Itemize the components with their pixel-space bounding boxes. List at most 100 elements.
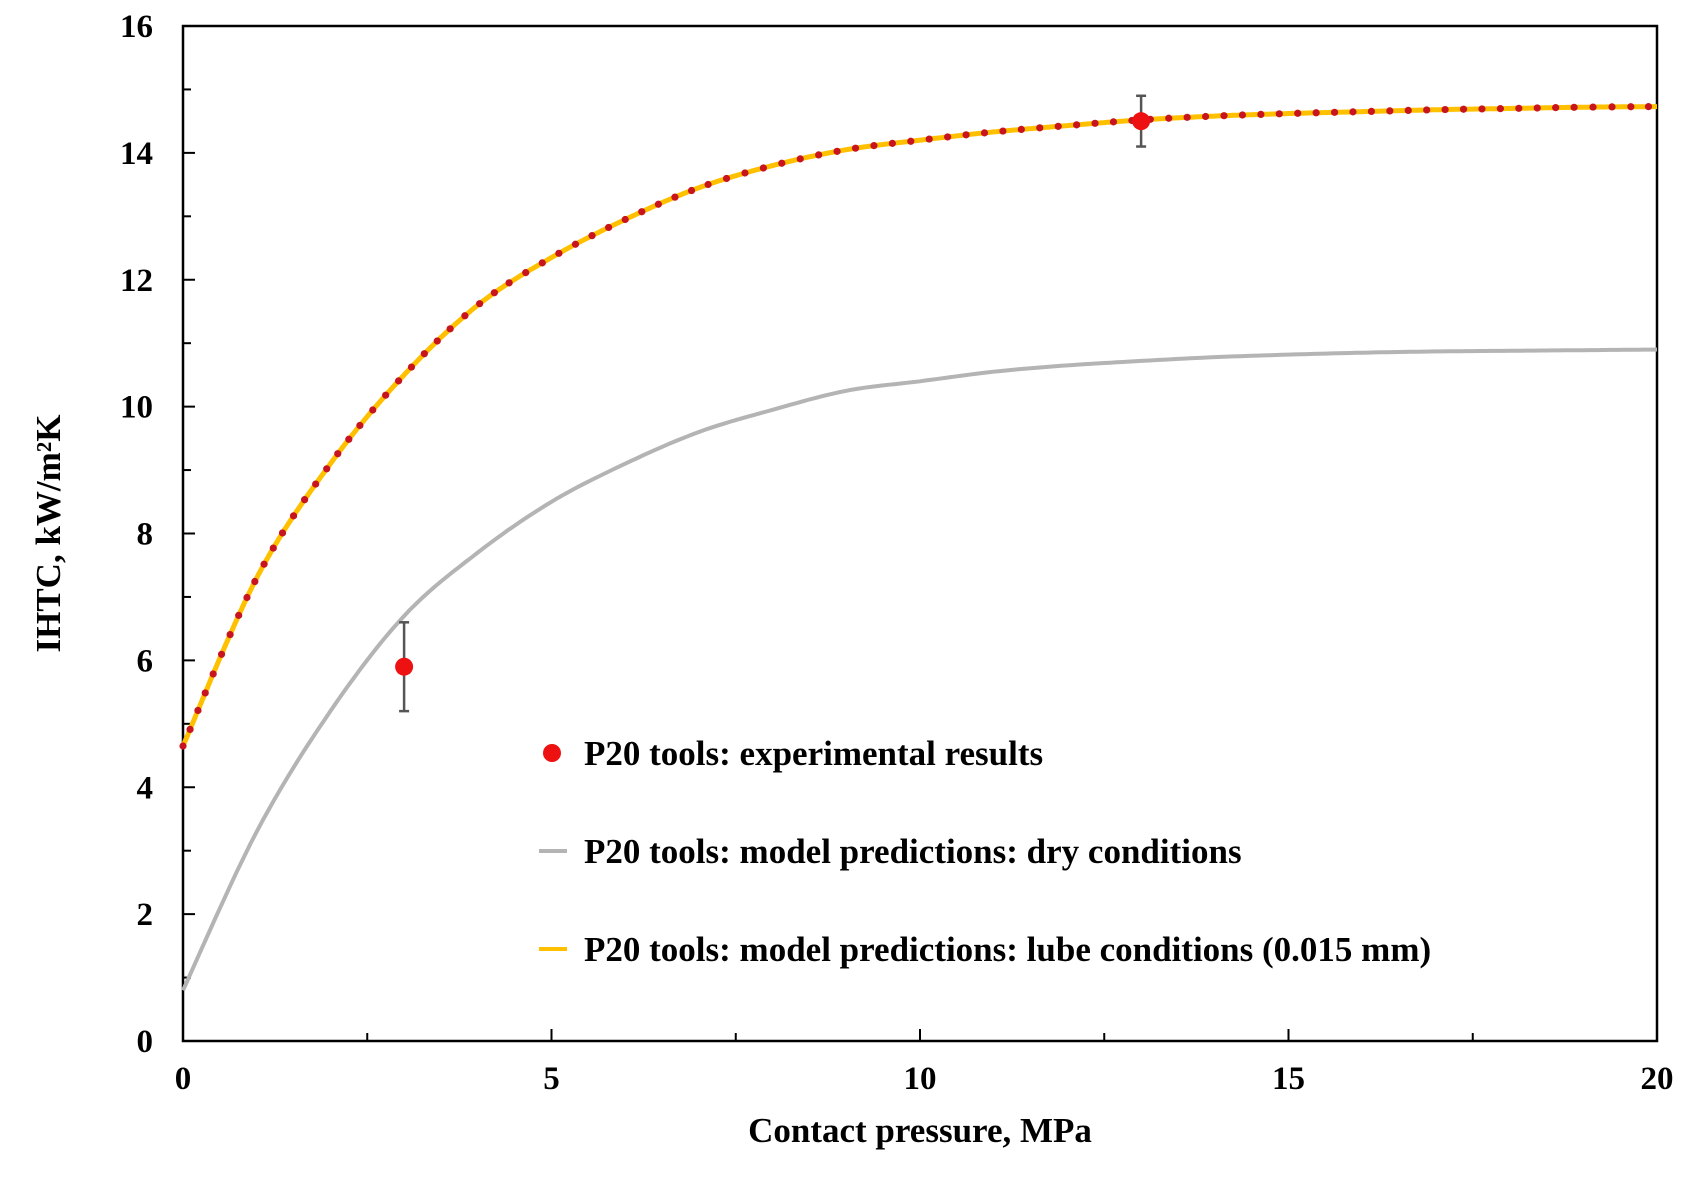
lube-line-marker	[796, 155, 804, 163]
lube-line-marker	[1183, 113, 1191, 121]
lube-line-marker	[1091, 119, 1099, 127]
lube-line-marker	[476, 300, 484, 308]
lube-line-marker	[1404, 106, 1412, 115]
x-tick-label: 20	[1641, 1061, 1674, 1097]
lube-line-marker	[621, 215, 629, 224]
lube-line-marker	[999, 127, 1007, 135]
lube-line-marker	[251, 577, 259, 586]
lube-line-marker	[925, 135, 933, 143]
lube-line-marker	[186, 725, 194, 733]
lube-line-marker	[687, 186, 696, 195]
legend-label-experimental: P20 tools: experimental results	[584, 734, 1043, 773]
y-tick-label: 14	[120, 136, 153, 172]
lube-line-marker	[1515, 104, 1523, 112]
lube-line-marker	[722, 174, 731, 183]
lube-line-marker	[1349, 108, 1357, 116]
series-layer	[179, 94, 1659, 992]
lube-line-marker	[461, 312, 469, 320]
legend-label-lube: P20 tools: model predictions: lube condi…	[584, 930, 1431, 969]
lube-line-marker	[1330, 108, 1339, 116]
legend-item-lube: P20 tools: model predictions: lube condi…	[539, 930, 1431, 969]
y-tick-label: 0	[137, 1024, 154, 1060]
lube-line-marker	[605, 223, 613, 232]
lube-line-marker	[194, 706, 202, 715]
x-axis-title: Contact pressure, MPa	[748, 1111, 1092, 1150]
lube-line-marker	[870, 142, 878, 150]
lube-line-marker	[1054, 122, 1062, 130]
lube-line-marker	[420, 350, 428, 358]
legend-label-dry: P20 tools: model predictions: dry condit…	[584, 832, 1242, 871]
lube-line-marker	[407, 363, 416, 371]
lube-line-marker	[1294, 109, 1302, 117]
x-tick-label: 15	[1272, 1061, 1305, 1097]
axes	[181, 24, 1659, 1043]
lube-line-marker	[1627, 103, 1635, 111]
lube-line-marker	[278, 529, 287, 537]
lube-line-marker	[312, 480, 320, 488]
lube-line-marker	[522, 269, 530, 277]
lube-line-marker	[1073, 121, 1081, 129]
lube-line-marker	[833, 147, 841, 155]
lube-line-marker	[538, 259, 546, 267]
lube-line-marker	[888, 139, 896, 147]
lube-line-marker	[334, 450, 342, 458]
lube-line-marker	[289, 512, 298, 520]
lube-line-marker	[907, 137, 915, 145]
lube-line-marker	[1036, 124, 1044, 132]
lube-line-marker	[1017, 125, 1025, 133]
lube-line-marker	[1367, 107, 1376, 115]
x-tick-label: 5	[543, 1061, 560, 1097]
lube-line-marker	[1533, 104, 1541, 112]
lube-line-marker	[209, 670, 217, 678]
lube-line-marker	[1608, 103, 1616, 111]
y-tick-label: 16	[120, 9, 153, 45]
lube-line-marker	[778, 159, 786, 167]
lube-line-marker	[260, 560, 268, 568]
x-tick-label: 10	[904, 1061, 937, 1097]
lube-line-marker	[944, 133, 952, 141]
lube-line-marker	[505, 279, 513, 287]
y-tick-label: 6	[137, 643, 154, 679]
plot-frame	[181, 24, 1659, 1043]
lube-line-marker	[588, 232, 596, 240]
lube-line-marker	[741, 169, 749, 177]
lube-line-marker	[638, 208, 646, 216]
lube-line-marker	[243, 593, 251, 602]
lube-line-marker	[1109, 118, 1118, 126]
lube-line-marker	[301, 496, 309, 504]
lube-line-marker	[217, 650, 226, 658]
legend-marker-experimental	[543, 744, 561, 762]
lube-line-marker	[490, 289, 498, 297]
lube-line-marker	[345, 435, 353, 443]
lube-line-marker	[1386, 107, 1394, 115]
lube-line-marker	[1589, 103, 1597, 111]
lube-line-marker	[446, 325, 454, 333]
lube-line-marker	[1570, 103, 1578, 111]
y-tick-label: 4	[137, 770, 154, 806]
lube-line-marker	[1220, 112, 1228, 120]
lube-line-marker	[356, 421, 364, 430]
lube-line-marker	[433, 337, 441, 345]
lube-line-marker	[555, 249, 563, 257]
lube-line-marker	[1312, 109, 1320, 117]
lube-line-marker	[1201, 112, 1210, 121]
lube-line-marker	[394, 377, 403, 385]
y-tick-label: 2	[137, 897, 154, 933]
lube-line-marker	[226, 630, 234, 639]
lube-line-marker	[179, 742, 187, 750]
lube-line-marker	[815, 151, 823, 159]
lube-line-marker	[1257, 110, 1265, 118]
dry-conditions-line	[181, 347, 1658, 992]
lube-line-marker	[1496, 105, 1504, 113]
legend: P20 tools: experimental results P20 tool…	[539, 734, 1431, 969]
lube-line-marker	[1275, 110, 1283, 118]
experimental-point	[395, 657, 414, 676]
lube-line-marker	[980, 129, 989, 137]
lube-line-marker	[1423, 106, 1431, 114]
y-tick-label: 12	[120, 263, 153, 299]
legend-item-dry: P20 tools: model predictions: dry condit…	[539, 832, 1242, 871]
lube-line-marker	[671, 193, 679, 201]
lube-line-marker	[759, 164, 767, 172]
tick-labels: 0 5 10 15 20 0 2 4 6 8 10 12 14 16	[120, 9, 1674, 1097]
